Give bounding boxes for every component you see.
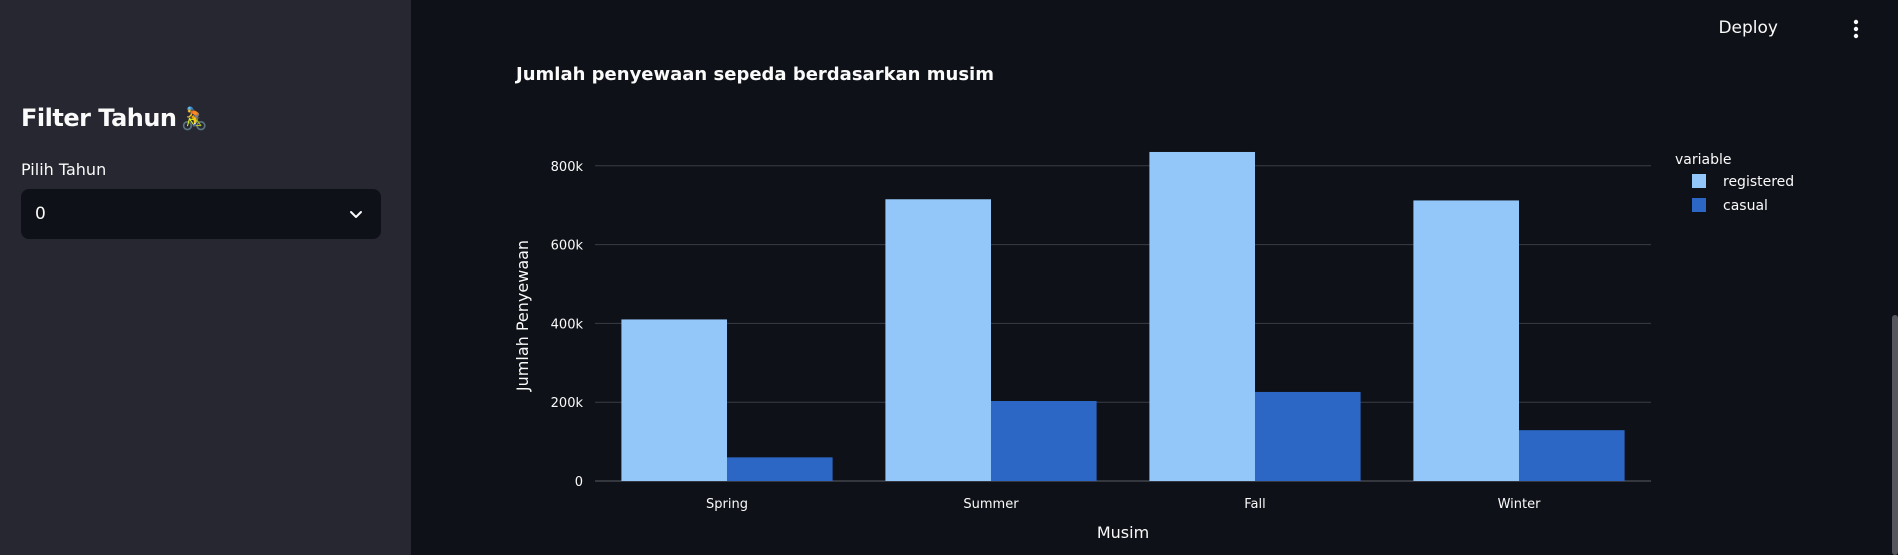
bar-casual-spring[interactable] (727, 457, 833, 481)
bar-registered-spring[interactable] (621, 319, 727, 481)
cyclist-emoji-icon: 🚴 (180, 107, 208, 132)
bars (621, 151, 1625, 481)
chevron-down-icon (350, 211, 362, 218)
y-tick-label: 800k (551, 160, 584, 175)
year-select-value: 0 (35, 204, 46, 224)
legend-title: variable (1675, 152, 1731, 168)
year-select[interactable]: 0 (21, 189, 381, 239)
x-tick-label: Summer (963, 497, 1019, 512)
x-tick-label: Spring (706, 497, 748, 512)
legend: variable registered casual (1675, 152, 1794, 214)
x-axis-title: Musim (1097, 523, 1149, 542)
x-tick-labels: Spring Summer Fall Winter (706, 497, 1541, 512)
x-tick-label: Fall (1244, 497, 1265, 512)
x-tick-label: Winter (1498, 497, 1542, 512)
legend-label-registered[interactable]: registered (1723, 174, 1794, 190)
bar-registered-summer[interactable] (885, 199, 991, 481)
legend-label-casual[interactable]: casual (1723, 198, 1768, 214)
sidebar: Filter Tahun 🚴 Pilih Tahun 0 (0, 0, 411, 555)
main-area: Deploy (411, 0, 1898, 555)
legend-swatch-registered[interactable] (1692, 174, 1706, 188)
legend-swatch-casual[interactable] (1692, 198, 1706, 212)
scrollbar-thumb[interactable] (1892, 315, 1898, 555)
bar-casual-fall[interactable] (1255, 391, 1361, 481)
y-axis-title: Jumlah Penyewaan (513, 240, 532, 392)
sidebar-title: Filter Tahun 🚴 (21, 104, 208, 132)
y-tick-labels: 0 200k 400k 600k 800k (551, 160, 584, 490)
sidebar-title-text: Filter Tahun (21, 104, 177, 132)
deploy-button[interactable]: Deploy (1718, 18, 1778, 38)
bar-casual-summer[interactable] (991, 401, 1097, 481)
y-tick-label: 400k (551, 317, 584, 332)
bar-casual-winter[interactable] (1519, 430, 1625, 481)
y-tick-label: 600k (551, 239, 584, 254)
y-tick-label: 0 (575, 475, 583, 490)
bar-registered-winter[interactable] (1413, 200, 1519, 481)
bar-registered-fall[interactable] (1149, 151, 1255, 481)
more-menu-icon[interactable] (1852, 18, 1860, 40)
year-select-label: Pilih Tahun (21, 160, 107, 179)
chart-title: Jumlah penyewaan sepeda berdasarkan musi… (516, 64, 994, 85)
y-tick-label: 200k (551, 396, 584, 411)
